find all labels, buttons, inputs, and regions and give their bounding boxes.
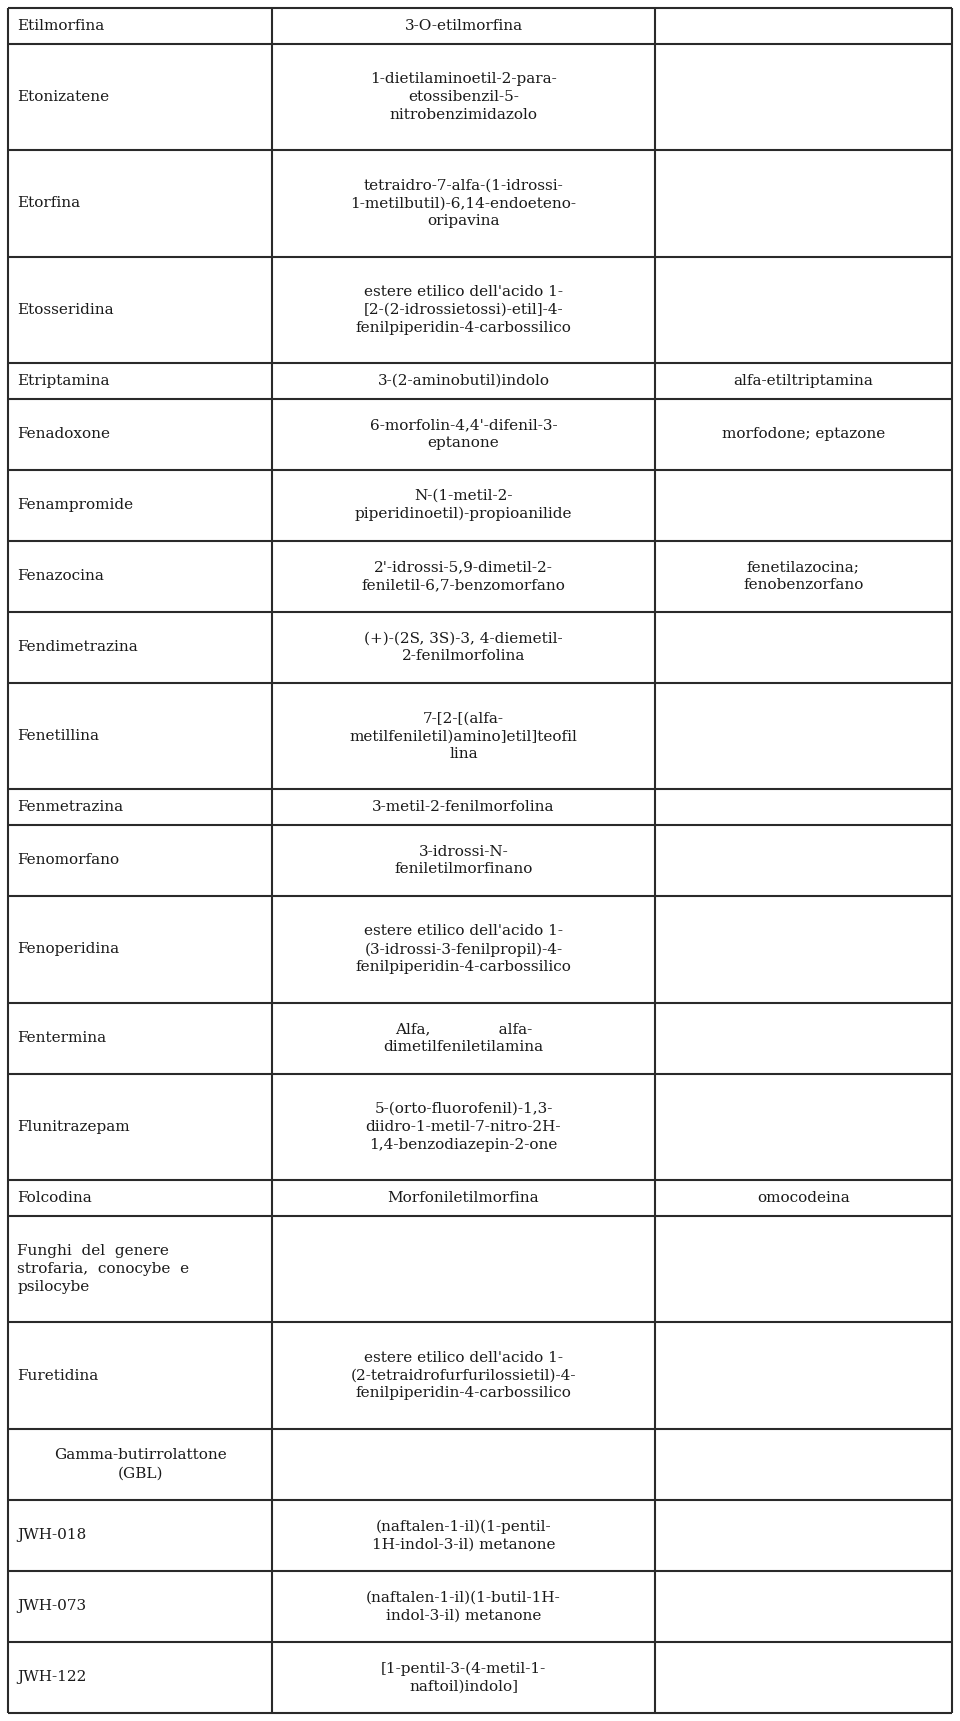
Text: Fenoperidina: Fenoperidina — [17, 943, 120, 957]
Text: tetraidro-7-alfa-(1-idrossi-
1-metilbutil)-6,14-endoeteno-
oripavina: tetraidro-7-alfa-(1-idrossi- 1-metilbuti… — [350, 179, 576, 229]
Text: Etosseridina: Etosseridina — [17, 303, 114, 317]
Text: 1-dietilaminoetil-2-para-
etossibenzil-5-
nitrobenzimidazolo: 1-dietilaminoetil-2-para- etossibenzil-5… — [371, 72, 557, 122]
Text: JWH-073: JWH-073 — [17, 1599, 86, 1614]
Text: Alfa,              alfa-
dimetilfeniletilamina: Alfa, alfa- dimetilfeniletilamina — [383, 1022, 543, 1053]
Text: [1-pentil-3-(4-metil-1-
naftoil)indolo]: [1-pentil-3-(4-metil-1- naftoil)indolo] — [381, 1661, 546, 1693]
Text: omocodeina: omocodeina — [756, 1191, 850, 1205]
Text: 3-O-etilmorfina: 3-O-etilmorfina — [404, 19, 522, 33]
Text: Etriptamina: Etriptamina — [17, 373, 110, 387]
Text: Fenomorfano: Fenomorfano — [17, 854, 120, 867]
Text: estere etilico dell'acido 1-
(3-idrossi-3-fenilpropil)-4-
fenilpiperidin-4-carbo: estere etilico dell'acido 1- (3-idrossi-… — [355, 924, 571, 974]
Text: Fentermina: Fentermina — [17, 1031, 107, 1045]
Text: Fenmetrazina: Fenmetrazina — [17, 800, 124, 814]
Text: N-(1-metil-2-
piperidinoetil)-propioanilide: N-(1-metil-2- piperidinoetil)-propioanil… — [355, 489, 572, 521]
Text: (naftalen-1-il)(1-pentil-
1H-indol-3-il) metanone: (naftalen-1-il)(1-pentil- 1H-indol-3-il)… — [372, 1520, 555, 1552]
Text: 6-morfolin-4,4'-difenil-3-
eptanone: 6-morfolin-4,4'-difenil-3- eptanone — [370, 418, 558, 451]
Text: JWH-018: JWH-018 — [17, 1528, 86, 1542]
Text: Furetidina: Furetidina — [17, 1368, 99, 1382]
Text: Flunitrazepam: Flunitrazepam — [17, 1120, 130, 1134]
Text: Fenetillina: Fenetillina — [17, 730, 100, 743]
Text: fenetilazocina;
fenobenzorfano: fenetilazocina; fenobenzorfano — [743, 561, 863, 592]
Text: 3-metil-2-fenilmorfolina: 3-metil-2-fenilmorfolina — [372, 800, 555, 814]
Text: JWH-122: JWH-122 — [17, 1671, 86, 1685]
Text: (+)-(2S, 3S)-3, 4-diemetil-
2-fenilmorfolina: (+)-(2S, 3S)-3, 4-diemetil- 2-fenilmorfo… — [364, 632, 563, 663]
Text: 3-idrossi-N-
feniletilmorfinano: 3-idrossi-N- feniletilmorfinano — [395, 845, 533, 876]
Text: morfodone; eptazone: morfodone; eptazone — [722, 427, 885, 441]
Text: Fenazocina: Fenazocina — [17, 570, 105, 583]
Text: Fendimetrazina: Fendimetrazina — [17, 640, 138, 654]
Text: (naftalen-1-il)(1-butil-1H-
indol-3-il) metanone: (naftalen-1-il)(1-butil-1H- indol-3-il) … — [366, 1590, 561, 1623]
Text: Fenadoxone: Fenadoxone — [17, 427, 110, 441]
Text: Fenampromide: Fenampromide — [17, 499, 133, 513]
Text: Funghi  del  genere
strofaria,  conocybe  e
psilocybe: Funghi del genere strofaria, conocybe e … — [17, 1244, 189, 1294]
Text: 5-(orto-fluorofenil)-1,3-
diidro-1-metil-7-nitro-2H-
1,4-benzodiazepin-2-one: 5-(orto-fluorofenil)-1,3- diidro-1-metil… — [366, 1101, 562, 1151]
Text: 7-[2-[(alfa-
metilfeniletil)amino]etil]teofil
lina: 7-[2-[(alfa- metilfeniletil)amino]etil]t… — [349, 711, 577, 761]
Text: Etilmorfina: Etilmorfina — [17, 19, 105, 33]
Text: estere etilico dell'acido 1-
[2-(2-idrossietossi)-etil]-4-
fenilpiperidin-4-carb: estere etilico dell'acido 1- [2-(2-idros… — [355, 286, 571, 336]
Text: 2'-idrossi-5,9-dimetil-2-
feniletil-6,7-benzomorfano: 2'-idrossi-5,9-dimetil-2- feniletil-6,7-… — [362, 561, 565, 592]
Text: alfa-etiltriptamina: alfa-etiltriptamina — [733, 373, 874, 387]
Text: Morfoniletilmorfina: Morfoniletilmorfina — [388, 1191, 540, 1205]
Text: 3-(2-aminobutil)indolo: 3-(2-aminobutil)indolo — [377, 373, 549, 387]
Text: Folcodina: Folcodina — [17, 1191, 92, 1205]
Text: Etorfina: Etorfina — [17, 196, 81, 210]
Text: Etonizatene: Etonizatene — [17, 89, 109, 103]
Text: estere etilico dell'acido 1-
(2-tetraidrofurfurilossietil)-4-
fenilpiperidin-4-c: estere etilico dell'acido 1- (2-tetraidr… — [350, 1351, 576, 1401]
Text: Gamma-butirrolattone
(GBL): Gamma-butirrolattone (GBL) — [54, 1449, 227, 1480]
